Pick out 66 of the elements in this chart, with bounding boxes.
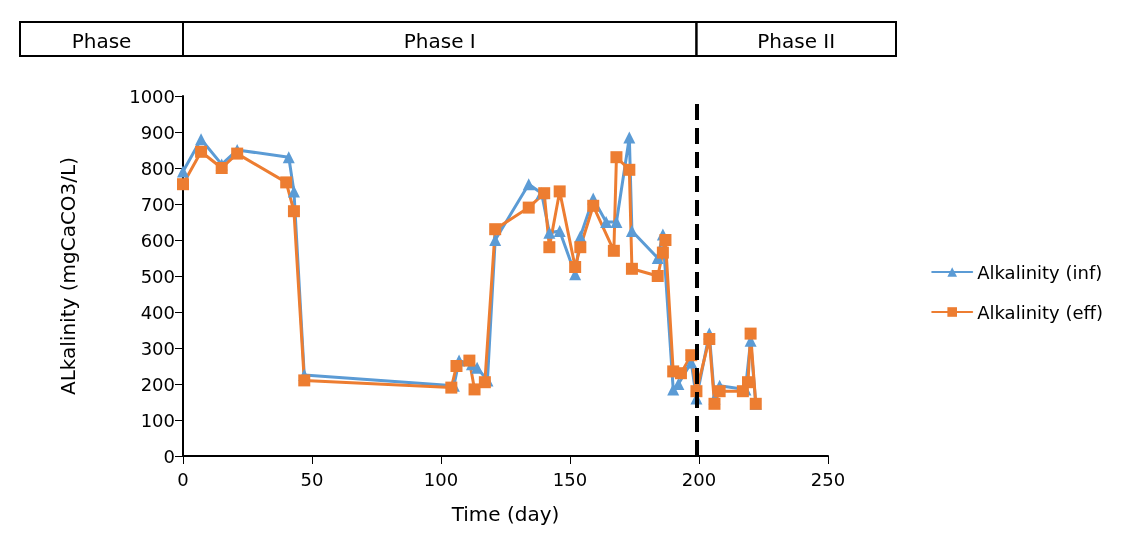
point	[623, 131, 636, 144]
point	[574, 241, 587, 254]
x-tick-label: 200	[681, 468, 717, 490]
point	[195, 145, 208, 158]
legend-label: Alkalinity (inf)	[977, 261, 1103, 283]
y-tick-label: 200	[140, 373, 175, 395]
y-tick-label: 300	[140, 337, 175, 359]
point	[468, 383, 481, 396]
point	[195, 133, 208, 146]
y-axis-title: ALkalinity (mgCaCO3/L)	[56, 156, 80, 396]
legend-label: Alkalinity (eff)	[977, 301, 1104, 323]
point	[553, 185, 566, 198]
point	[659, 234, 672, 246]
point	[298, 374, 311, 387]
y-tick-label: 700	[140, 193, 175, 215]
x-tick-label: 250	[810, 468, 846, 490]
point	[713, 385, 726, 398]
point	[522, 201, 535, 214]
point	[674, 367, 687, 380]
x-tick-label: 0	[177, 468, 189, 490]
point	[543, 241, 556, 254]
point	[610, 216, 623, 228]
point	[742, 376, 755, 389]
point	[708, 397, 721, 410]
point	[744, 327, 757, 340]
y-tick-label: 1000	[129, 85, 175, 107]
point	[625, 262, 638, 275]
point	[607, 244, 620, 257]
point	[489, 223, 502, 236]
point	[553, 225, 566, 237]
point	[489, 234, 502, 246]
text: Phase I	[403, 29, 476, 53]
y-tick-label: 0	[163, 445, 175, 467]
point	[463, 354, 476, 367]
point	[177, 165, 189, 178]
point	[287, 185, 300, 198]
y-tick-label: 500	[140, 265, 175, 287]
point	[610, 151, 623, 164]
text: Phase II	[757, 29, 836, 53]
point	[703, 333, 716, 345]
y-tick-label: 900	[140, 121, 175, 143]
point	[656, 246, 669, 259]
point	[287, 205, 300, 218]
point	[177, 178, 189, 191]
point	[600, 216, 613, 228]
x-tick-label: 100	[423, 468, 459, 490]
point	[543, 226, 556, 239]
point	[471, 361, 484, 374]
point	[522, 178, 535, 191]
y-tick-label: 100	[140, 409, 175, 431]
point	[569, 261, 582, 273]
y-tick-label: 400	[140, 301, 175, 323]
y-tick-label: 800	[140, 157, 175, 179]
point	[651, 270, 664, 282]
point	[282, 151, 295, 164]
point	[587, 199, 600, 212]
point	[625, 225, 638, 237]
point	[450, 360, 463, 372]
point	[231, 147, 244, 160]
x-tick-label: 50	[300, 468, 324, 490]
point	[280, 176, 293, 189]
x-axis-title: Time (day)	[450, 502, 560, 526]
x-tick-label: 150	[552, 468, 588, 490]
point	[623, 163, 636, 176]
y-tick-label: 600	[140, 229, 175, 251]
text: Phase	[71, 29, 132, 53]
